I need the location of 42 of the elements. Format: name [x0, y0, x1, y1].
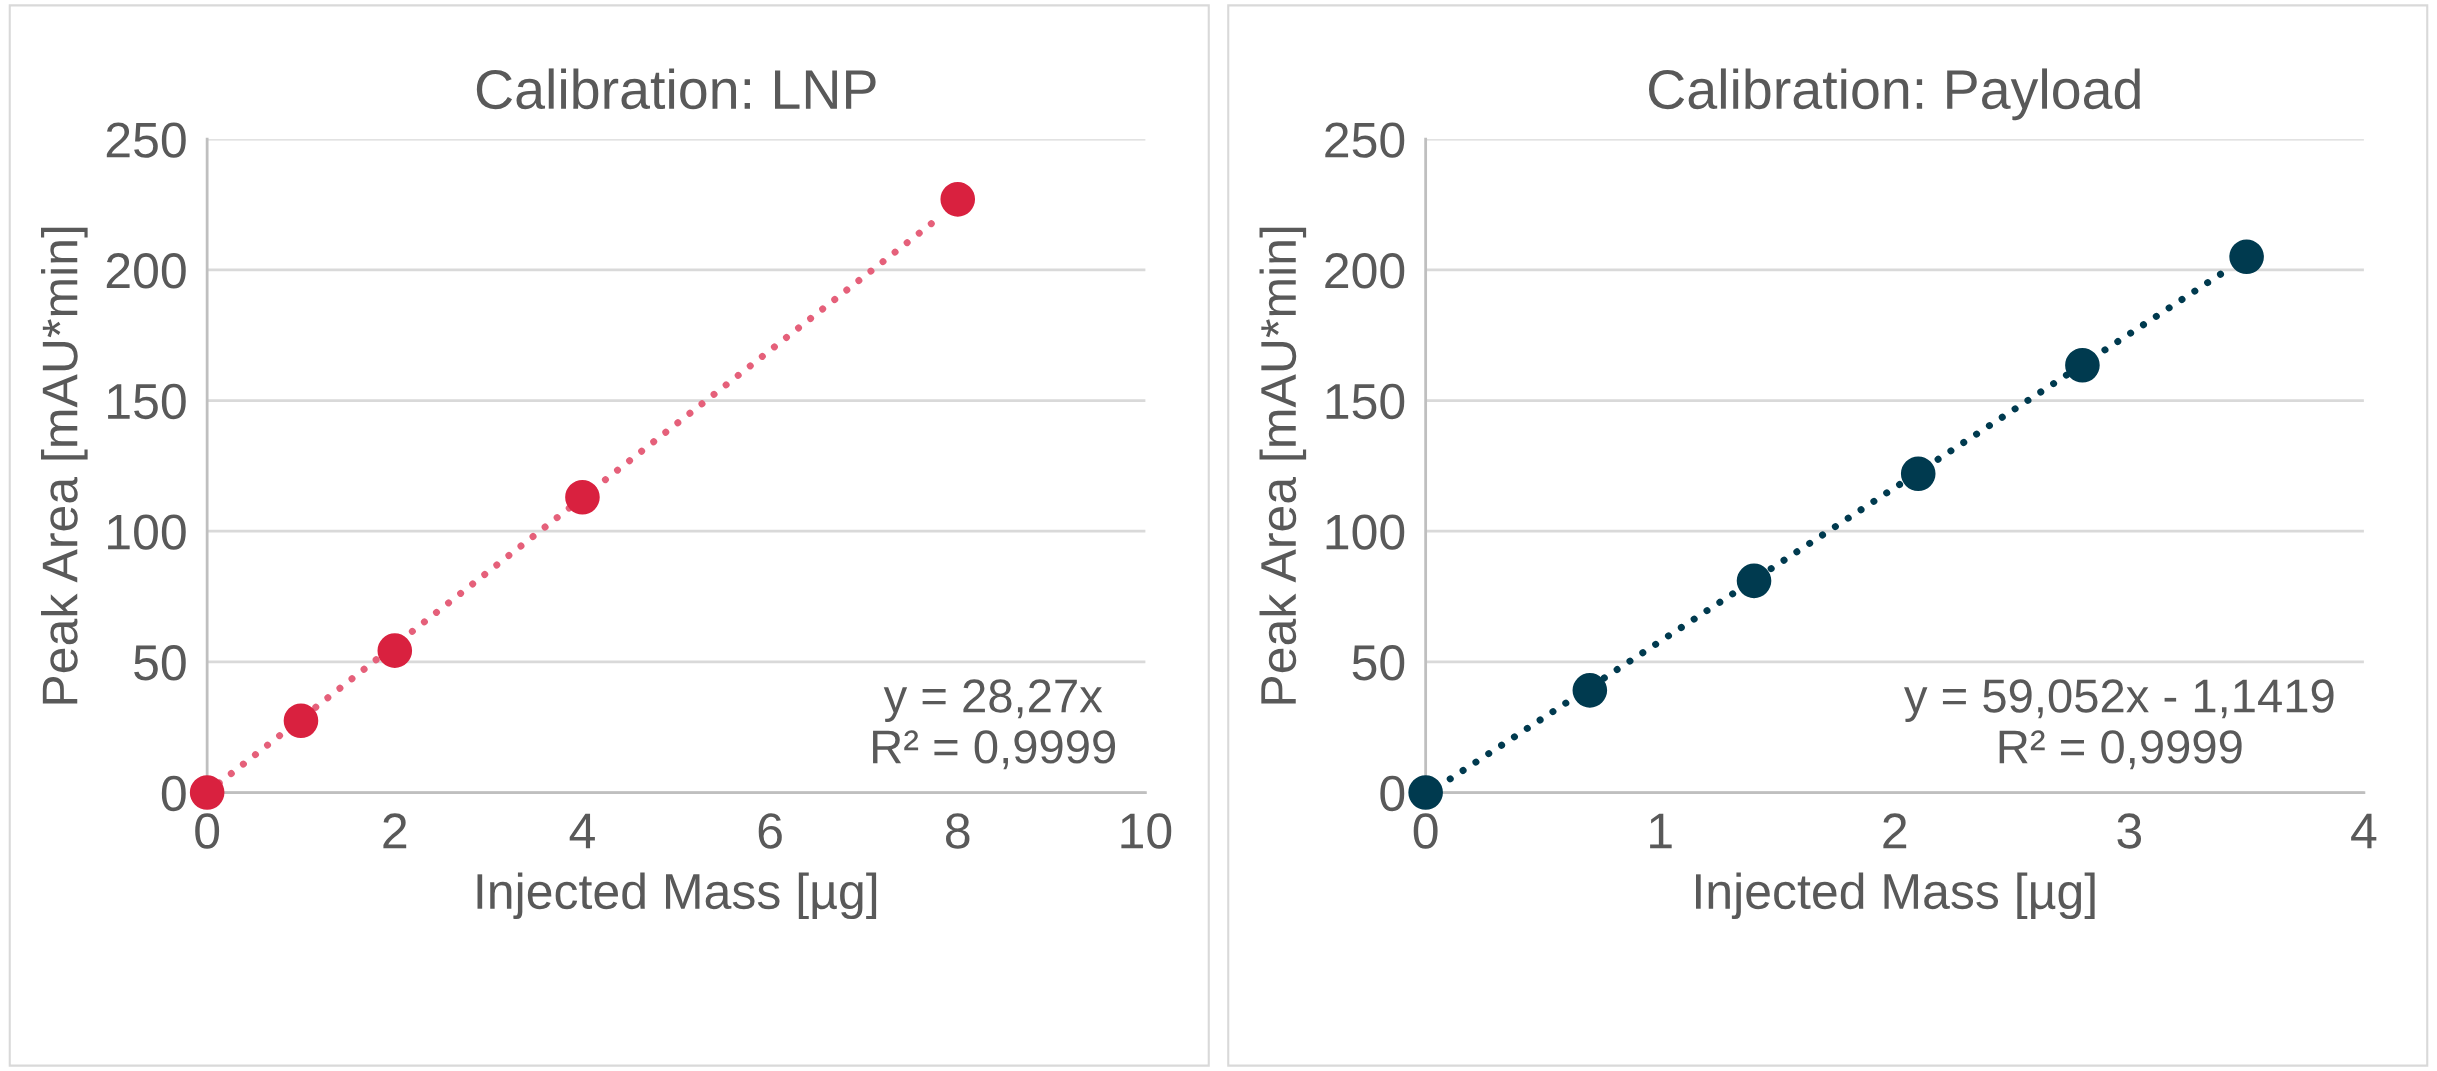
x-tick-label: 1 [1650, 813, 1672, 849]
annotation: y = 28,27x R² = 0,9999 [873, 679, 1116, 770]
annotation: y = 59,052x - 1,1419 R² = 0,9999 [1904, 679, 2334, 770]
y-tick-label: 0 [161, 775, 186, 812]
point [2065, 347, 2100, 383]
point [1736, 563, 1772, 599]
y-tick-label: 50 [134, 645, 186, 681]
point [377, 633, 413, 668]
y-tick-label: 200 [1325, 253, 1405, 289]
x-tick-label: 3 [2117, 813, 2142, 849]
y-tick-label: 150 [1326, 383, 1405, 420]
y-tick-label: 50 [1352, 645, 1405, 681]
y-tick-label: 0 [1380, 775, 1405, 812]
y-tick-label: 250 [106, 122, 186, 158]
point [940, 182, 976, 217]
y-axis-title: Peak Area [mAU*min] [41, 227, 88, 704]
point [2229, 239, 2264, 275]
point [1572, 673, 1608, 708]
y-axis-title: Peak Area [mAU*min] [1259, 227, 1307, 704]
x-tick-label: 2 [1883, 813, 1907, 849]
point [283, 703, 319, 738]
y-tick-label: 150 [108, 383, 186, 420]
x-tick-label: 8 [946, 813, 970, 849]
x-tick-label: 2 [383, 813, 407, 849]
x-tick-label: 0 [195, 813, 220, 849]
x-axis-title: Injected Mass [µg] [1696, 872, 2095, 920]
y-tick-label: 100 [108, 514, 186, 550]
x-tick-label: 10 [1121, 813, 1172, 849]
chart-title: Calibration: LNP [476, 68, 876, 110]
point [189, 775, 225, 810]
point [1900, 456, 1936, 492]
y-tick-label: 100 [1326, 514, 1405, 550]
x-tick-label: 0 [1413, 813, 1438, 849]
x-tick-label: 6 [758, 813, 782, 849]
x-axis-title: Injected Mass [µg] [477, 872, 877, 920]
y-tick-label: 200 [106, 253, 186, 289]
point [1408, 775, 1443, 810]
y-tick-label: 250 [1325, 122, 1405, 158]
point [565, 479, 600, 515]
x-tick-label: 4 [2351, 813, 2377, 849]
x-tick-label: 4 [569, 813, 595, 849]
chart-title: Calibration: Payload [1649, 68, 2140, 121]
